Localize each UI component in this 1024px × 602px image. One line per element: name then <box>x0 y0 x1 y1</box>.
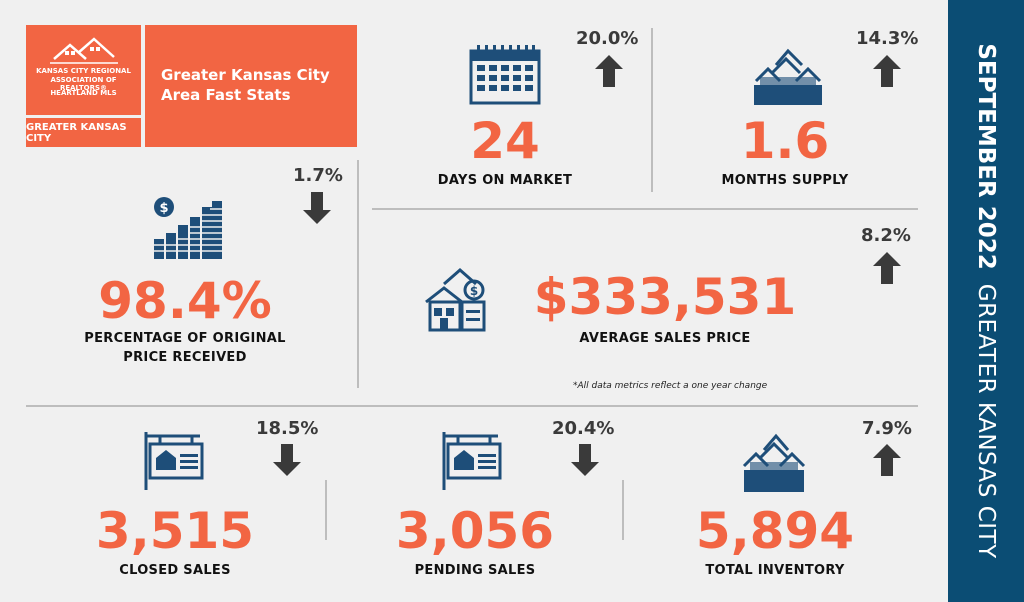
arrow-up-icon <box>873 252 901 284</box>
footnote: *All data metrics reflect a one year cha… <box>573 381 768 391</box>
calendar-icon <box>469 45 541 105</box>
arrow-down-icon <box>303 192 331 224</box>
sidebar: SEPTEMBER 2022 GREATER KANSAS CITY <box>948 0 1024 602</box>
divider-horizontal <box>26 405 918 407</box>
avg-price-change: 8.2% <box>861 225 911 246</box>
sidebar-region: GREATER KANSAS CITY <box>973 283 999 559</box>
days-on-market-change: 20.0% <box>576 28 639 49</box>
avg-price-value: $333,531 <box>533 268 797 326</box>
divider-vertical <box>325 480 327 540</box>
logo-org-line2: ASSOCIATION OF REALTORS® <box>50 76 117 92</box>
house-logo-icon <box>50 37 118 64</box>
total-inventory-label: TOTAL INVENTORY <box>705 563 845 578</box>
logo-region: GREATER KANSAS CITY <box>26 118 141 147</box>
pending-sales-change: 20.4% <box>552 418 615 439</box>
houses-icon <box>742 433 806 492</box>
sale-sign-icon <box>144 432 204 490</box>
months-supply-change: 14.3% <box>856 28 919 49</box>
days-on-market-label: DAYS ON MARKET <box>437 173 573 188</box>
houses-icon <box>754 48 822 105</box>
pct-original-change: 1.7% <box>293 165 343 186</box>
pct-original-value: 98.4% <box>98 272 272 330</box>
pct-original-label-line2: PRICE RECEIVED <box>123 350 247 365</box>
divider-vertical <box>357 160 359 388</box>
closed-sales-label: CLOSED SALES <box>119 563 231 578</box>
arrow-down-icon <box>571 444 599 476</box>
sidebar-text: SEPTEMBER 2022 GREATER KANSAS CITY <box>973 43 999 558</box>
months-supply-label: MONTHS SUPPLY <box>721 173 849 188</box>
svg-text:$: $ <box>159 201 168 216</box>
divider-horizontal <box>372 208 918 210</box>
total-inventory-change: 7.9% <box>862 418 912 439</box>
sidebar-month: SEPTEMBER 2022 <box>973 43 999 270</box>
closed-sales-change: 18.5% <box>256 418 319 439</box>
logo: KANSAS CITY REGIONAL ASSOCIATION OF REAL… <box>26 25 141 115</box>
divider-vertical <box>651 28 653 192</box>
pending-sales-value: 3,056 <box>395 502 555 560</box>
header: Greater Kansas City Area Fast Stats <box>145 25 357 147</box>
months-supply-value: 1.6 <box>740 112 830 170</box>
arrow-down-icon <box>273 444 301 476</box>
logo-org-line1: KANSAS CITY REGIONAL <box>36 67 131 75</box>
svg-text:$: $ <box>470 284 478 298</box>
divider-vertical <box>622 480 624 540</box>
logo-mls: HEARTLAND MLS <box>50 89 117 97</box>
arrow-up-icon <box>595 55 623 87</box>
days-on-market-value: 24 <box>470 112 540 170</box>
total-inventory-value: 5,894 <box>695 502 855 560</box>
coins-icon: $ <box>152 197 224 259</box>
sale-sign-icon <box>442 432 502 490</box>
pending-sales-label: PENDING SALES <box>414 563 536 578</box>
page-title: Greater Kansas City Area Fast Stats <box>161 66 330 104</box>
closed-sales-value: 3,515 <box>95 502 255 560</box>
arrow-up-icon <box>873 55 901 87</box>
pct-original-label-line1: PERCENTAGE OF ORIGINAL <box>84 331 286 346</box>
avg-price-label: AVERAGE SALES PRICE <box>579 331 751 346</box>
house-money-icon: $ <box>425 268 486 332</box>
arrow-up-icon <box>873 444 901 476</box>
